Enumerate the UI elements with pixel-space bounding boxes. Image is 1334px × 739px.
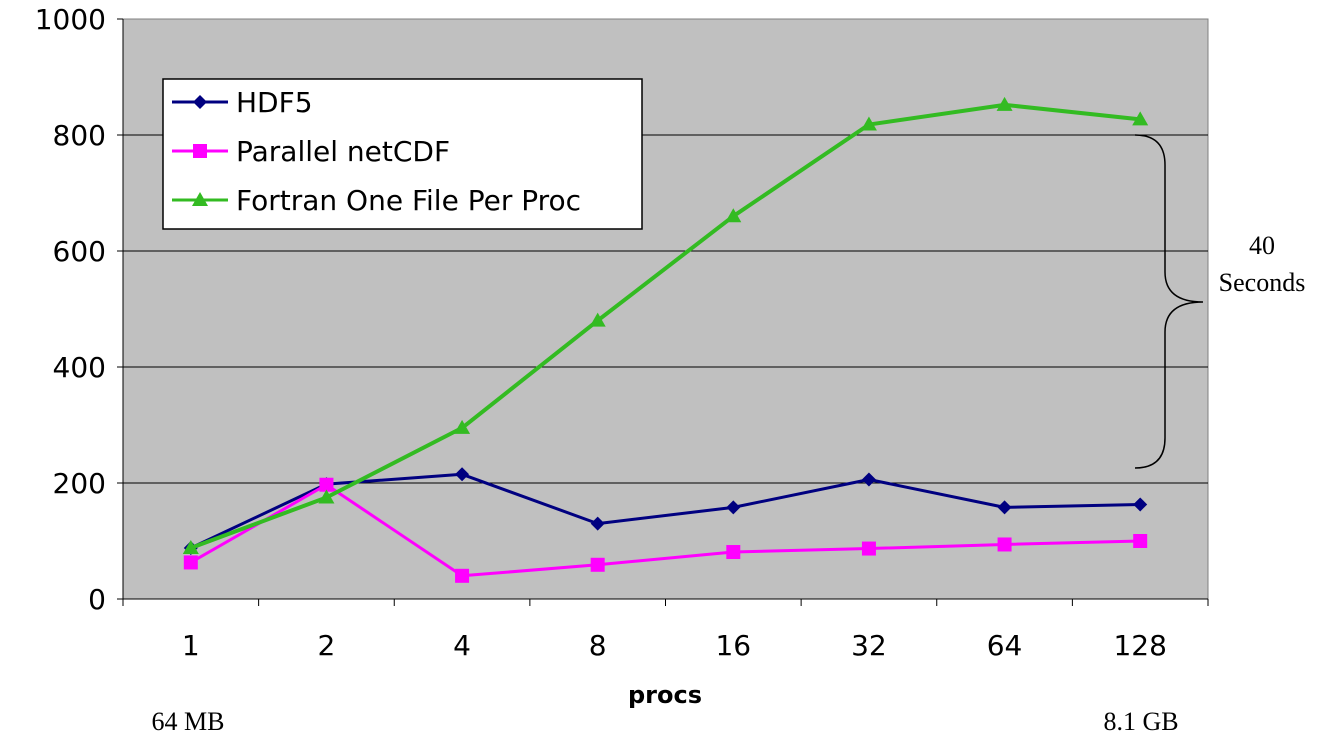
- data-point: [455, 467, 470, 482]
- data-point: [997, 537, 1012, 552]
- data-point: [861, 541, 876, 556]
- data-point: [454, 419, 471, 434]
- legend-swatch-marker: [193, 144, 207, 158]
- x-axis-title: procs: [628, 681, 702, 709]
- data-point: [183, 555, 198, 570]
- data-point: [725, 208, 742, 223]
- series-parallel-netcdf: [183, 477, 1148, 583]
- series-fortran-one-file-per-proc: [182, 96, 1149, 554]
- x-tick-label: 8: [589, 629, 607, 662]
- data-point: [318, 489, 335, 504]
- x-start-note: 64 MB: [152, 707, 225, 736]
- brace-label-line1: 40: [1249, 231, 1275, 260]
- legend-swatch-marker: [193, 95, 207, 109]
- data-point: [1132, 111, 1149, 126]
- legend-entry: HDF5: [172, 86, 313, 119]
- x-tick-label: 32: [851, 629, 887, 662]
- x-tick-label: 4: [453, 629, 471, 662]
- y-tick-label: 0: [88, 583, 106, 616]
- gridlines: [123, 134, 1208, 484]
- data-point: [860, 116, 877, 131]
- legend-label: Fortran One File Per Proc: [236, 184, 581, 217]
- x-axis-ticks: 1 2 4 8 16 32 64 128: [122, 599, 1209, 662]
- x-tick-label: 128: [1113, 629, 1166, 662]
- series-line: [190, 102, 1141, 550]
- legend-entry: Parallel netCDF: [172, 135, 450, 168]
- y-tick-label: 1000: [35, 3, 106, 36]
- data-point: [590, 516, 605, 531]
- legend: HDF5 Parallel netCDF Fortran One File Per …: [162, 78, 643, 230]
- data-point: [319, 477, 334, 492]
- legend-box: [162, 78, 643, 230]
- data-point: [590, 557, 605, 572]
- data-point: [589, 312, 606, 327]
- legend-swatch-marker: [192, 192, 208, 206]
- data-point: [1133, 534, 1148, 548]
- annotation-brace: [1134, 134, 1204, 469]
- series-line: [190, 472, 1141, 550]
- y-tick-label: 400: [53, 351, 106, 384]
- y-tick-label: 800: [53, 119, 106, 152]
- data-point: [726, 500, 741, 515]
- data-point: [1133, 497, 1148, 512]
- series-line: [190, 483, 1141, 578]
- legend-entries: HDF5 Parallel netCDF Fortran One File Per …: [172, 86, 581, 217]
- data-point: [861, 472, 876, 487]
- legend-label: Parallel netCDF: [236, 135, 450, 168]
- x-tick-label: 64: [987, 629, 1023, 662]
- data-point: [726, 545, 741, 560]
- x-tick-label: 1: [182, 629, 200, 662]
- data-point: [997, 500, 1012, 515]
- y-tick-label: 600: [53, 235, 106, 268]
- data-point: [455, 568, 470, 583]
- x-tick-label: 2: [318, 629, 336, 662]
- series-layer: [182, 96, 1149, 583]
- x-tick-label: 16: [715, 629, 751, 662]
- data-point: [996, 96, 1013, 111]
- x-end-note: 8.1 GB: [1103, 707, 1178, 736]
- brace-label-line2: Seconds: [1219, 268, 1306, 297]
- data-point: [182, 539, 199, 554]
- legend-label: HDF5: [236, 86, 313, 119]
- legend-entry: Fortran One File Per Proc: [172, 184, 581, 217]
- y-tick-label: 200: [53, 467, 106, 500]
- y-axis-ticks: 0 200 400 600 800 1000: [35, 3, 123, 616]
